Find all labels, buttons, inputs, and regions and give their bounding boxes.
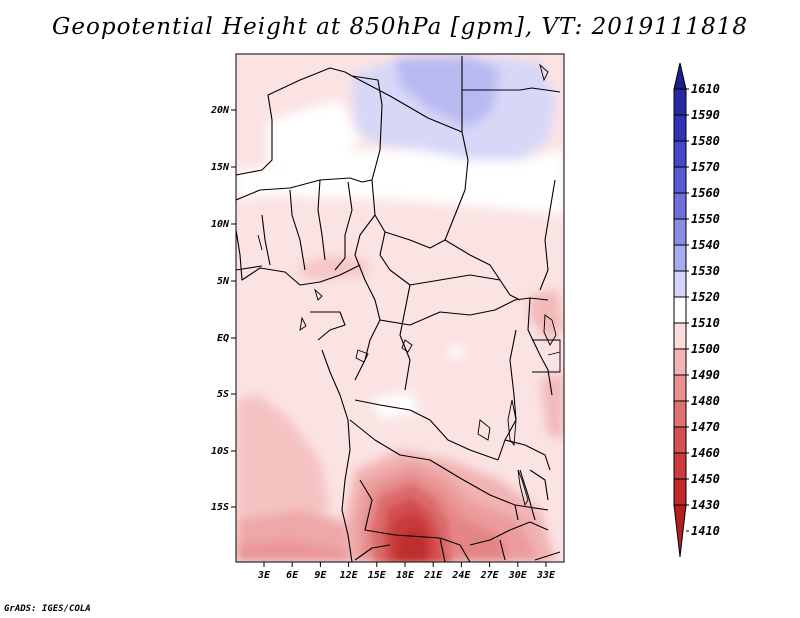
map-frame [235, 53, 565, 563]
color-bar-segment [673, 426, 687, 454]
lon-tick-label: 15E [368, 570, 387, 581]
grads-credit: GrADS: IGES/COLA [4, 604, 91, 614]
color-bar-label: 1590 [691, 108, 720, 122]
longitude-axis: 3E 6E 9E 12E 15E 18E 21E 24E 27E 30E 33E [257, 562, 556, 581]
color-bar-label: 1460 [691, 446, 720, 460]
color-bar-segment [673, 478, 687, 506]
lon-tick-label: 12E [340, 570, 359, 581]
height-field [236, 54, 564, 562]
lakes [257, 63, 561, 507]
color-bar-segment [673, 348, 687, 376]
color-bar-label: 1450 [691, 472, 720, 486]
lat-tick-label: 20N [210, 105, 230, 116]
color-bar-label: 1580 [691, 134, 720, 148]
color-bar-label: 1550 [691, 212, 720, 226]
color-bar-segment [673, 296, 687, 324]
lat-tick-label: 10S [211, 446, 229, 457]
color-bar-label: 1480 [691, 394, 720, 408]
color-bar-segment [673, 218, 687, 246]
color-bar-segment [673, 270, 687, 298]
color-bar-label: 1500 [691, 342, 720, 356]
color-bar [673, 62, 687, 558]
lat-tick-label: 5N [217, 276, 230, 287]
color-bar-segment [673, 374, 687, 402]
lat-tick-label: 5S [217, 389, 229, 400]
color-bar-label: 1610 [691, 82, 720, 96]
lon-tick-label: 18E [396, 570, 415, 581]
color-bar-segment [673, 400, 687, 428]
color-bar-segment [673, 140, 687, 168]
color-bar-top-arrow [673, 62, 687, 90]
map-title: Geopotential Height at 850hPa [gpm], VT:… [52, 14, 748, 40]
latitude-axis: 20N 15N 10N 5N EQ 5S 10S 15S [210, 105, 236, 513]
color-bar-segment [673, 166, 687, 194]
color-bar-label: 1470 [691, 420, 720, 434]
color-bar-label: 1560 [691, 186, 720, 200]
color-bar-label: 1530 [691, 264, 720, 278]
color-bar-segment [673, 192, 687, 220]
lon-tick-label: 21E [423, 570, 443, 581]
color-bar-label: 1540 [691, 238, 720, 252]
color-bar-label: 1490 [691, 368, 720, 382]
country-borders [236, 56, 561, 562]
lat-tick-label: 10N [211, 219, 230, 230]
lat-tick-label: 15N [211, 162, 230, 173]
color-bar-segment [673, 452, 687, 480]
color-bar-labels: 1610 1590 1580 1570 1560 1550 1540 1530 1520 1510… [686, 82, 720, 538]
lat-tick-label: EQ [217, 333, 229, 344]
lat-tick-label: 15S [211, 502, 229, 513]
color-bar-segment [673, 88, 687, 116]
color-bar-label: 1430 [691, 498, 720, 512]
color-bar-bottom-arrow [673, 504, 687, 558]
lon-tick-label: 9E [314, 570, 327, 581]
color-bar-label: 1570 [691, 160, 720, 174]
lon-tick-label: 33E [536, 570, 556, 581]
color-bar-segment [673, 114, 687, 142]
color-bar-segment [673, 244, 687, 272]
color-bar-segment [673, 322, 687, 350]
lon-tick-label: 27E [480, 570, 500, 581]
color-bar-label: 1510 [691, 316, 720, 330]
lon-tick-label: 24E [451, 570, 471, 581]
color-bar-label: 1520 [691, 290, 720, 304]
lon-tick-label: 3E [257, 570, 271, 581]
lon-tick-label: 30E [508, 570, 528, 581]
color-bar-label: 1410 [691, 524, 720, 538]
lon-tick-label: 6E [286, 570, 299, 581]
